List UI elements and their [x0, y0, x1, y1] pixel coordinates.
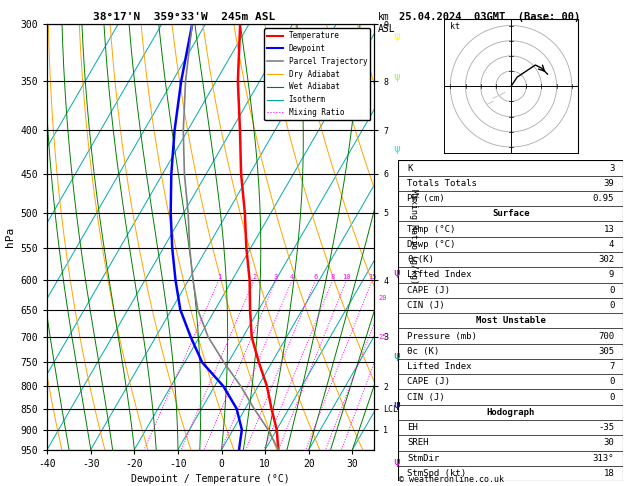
- Text: Dewp (°C): Dewp (°C): [407, 240, 455, 249]
- Legend: Temperature, Dewpoint, Parcel Trajectory, Dry Adiabat, Wet Adiabat, Isotherm, Mi: Temperature, Dewpoint, Parcel Trajectory…: [264, 28, 370, 120]
- Text: Lifted Index: Lifted Index: [407, 362, 472, 371]
- Text: 15: 15: [368, 274, 377, 280]
- Text: EH: EH: [407, 423, 418, 432]
- Text: 10: 10: [342, 274, 351, 280]
- Y-axis label: Mixing Ratio (g/kg): Mixing Ratio (g/kg): [409, 190, 418, 284]
- Text: 39: 39: [604, 179, 615, 188]
- Text: 8: 8: [331, 274, 335, 280]
- Text: 13: 13: [604, 225, 615, 234]
- Text: © weatheronline.co.uk: © weatheronline.co.uk: [399, 474, 504, 484]
- Text: 30: 30: [604, 438, 615, 448]
- Text: StmDir: StmDir: [407, 454, 440, 463]
- Text: CAPE (J): CAPE (J): [407, 286, 450, 295]
- Text: Lifted Index: Lifted Index: [407, 270, 472, 279]
- Text: CIN (J): CIN (J): [407, 301, 445, 310]
- X-axis label: Dewpoint / Temperature (°C): Dewpoint / Temperature (°C): [131, 474, 290, 484]
- Text: Temp (°C): Temp (°C): [407, 225, 455, 234]
- Text: CIN (J): CIN (J): [407, 393, 445, 401]
- Text: 18: 18: [604, 469, 615, 478]
- Text: 700: 700: [598, 331, 615, 341]
- Text: 7: 7: [609, 362, 615, 371]
- Text: ψ: ψ: [393, 400, 399, 410]
- Text: 0: 0: [609, 301, 615, 310]
- Text: Most Unstable: Most Unstable: [476, 316, 546, 325]
- Text: 0: 0: [609, 286, 615, 295]
- Text: SREH: SREH: [407, 438, 429, 448]
- Text: θc (K): θc (K): [407, 347, 440, 356]
- Text: StmSpd (kt): StmSpd (kt): [407, 469, 466, 478]
- Y-axis label: hPa: hPa: [5, 227, 15, 247]
- Text: Totals Totals: Totals Totals: [407, 179, 477, 188]
- Text: K: K: [407, 163, 413, 173]
- Text: 2: 2: [252, 274, 256, 280]
- Text: 6: 6: [313, 274, 318, 280]
- Text: Hodograph: Hodograph: [487, 408, 535, 417]
- Text: 313°: 313°: [593, 454, 615, 463]
- Text: 4: 4: [290, 274, 294, 280]
- Text: 0: 0: [609, 393, 615, 401]
- Text: 38°17'N  359°33'W  245m ASL: 38°17'N 359°33'W 245m ASL: [94, 12, 276, 22]
- Text: 1: 1: [217, 274, 221, 280]
- Text: 20: 20: [379, 295, 387, 301]
- Text: CAPE (J): CAPE (J): [407, 377, 450, 386]
- Text: 0.95: 0.95: [593, 194, 615, 203]
- Text: ψ: ψ: [393, 350, 399, 361]
- Text: 4: 4: [609, 240, 615, 249]
- Text: 3: 3: [274, 274, 278, 280]
- Text: 25.04.2024  03GMT  (Base: 00): 25.04.2024 03GMT (Base: 00): [399, 12, 581, 22]
- Text: ψ: ψ: [393, 72, 399, 83]
- Text: 305: 305: [598, 347, 615, 356]
- Text: Surface: Surface: [492, 209, 530, 218]
- Text: km
ASL: km ASL: [377, 12, 395, 34]
- Text: ψ: ψ: [393, 457, 399, 467]
- Text: 25: 25: [379, 334, 387, 340]
- Text: 0: 0: [609, 377, 615, 386]
- Text: 302: 302: [598, 255, 615, 264]
- Text: ψ: ψ: [393, 268, 399, 278]
- Text: PW (cm): PW (cm): [407, 194, 445, 203]
- Text: ψ: ψ: [393, 144, 399, 154]
- Text: 3: 3: [609, 163, 615, 173]
- Text: kt: kt: [450, 21, 460, 31]
- Text: ψ: ψ: [393, 32, 399, 41]
- Text: -35: -35: [598, 423, 615, 432]
- Text: 9: 9: [609, 270, 615, 279]
- Text: θc(K): θc(K): [407, 255, 434, 264]
- Text: Pressure (mb): Pressure (mb): [407, 331, 477, 341]
